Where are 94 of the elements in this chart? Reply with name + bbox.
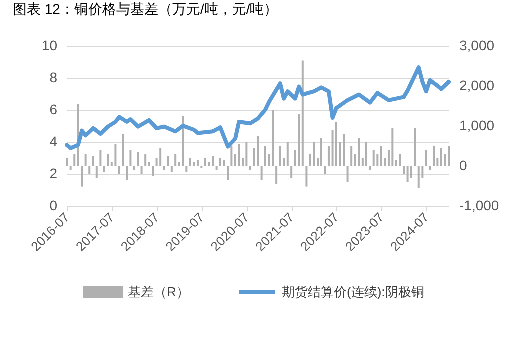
bar <box>84 154 87 166</box>
bar <box>306 166 308 187</box>
bar <box>122 134 124 166</box>
bar <box>96 166 98 178</box>
bar <box>160 148 162 166</box>
bar <box>144 154 147 166</box>
bar <box>279 146 282 166</box>
bar <box>272 110 274 166</box>
y2-tick-label: -1,000 <box>460 198 500 214</box>
bar <box>163 166 166 170</box>
y-tick-label: 4 <box>50 134 58 150</box>
bar <box>246 142 248 166</box>
legend-label: 基差（R） <box>128 284 190 300</box>
bar <box>88 166 91 174</box>
y2-tick-label: 3,000 <box>460 38 495 54</box>
y2-tick-label: 2,000 <box>460 78 495 94</box>
bar <box>335 122 338 166</box>
bar <box>365 142 368 166</box>
bar <box>118 166 121 174</box>
bar <box>320 138 322 166</box>
bar <box>402 166 405 174</box>
bar <box>126 166 128 180</box>
bar <box>399 154 402 166</box>
bar <box>186 166 188 172</box>
bar <box>250 166 252 170</box>
bar <box>372 150 375 166</box>
bar <box>343 134 346 166</box>
bar <box>130 150 132 166</box>
bar <box>264 146 266 166</box>
bar <box>350 146 353 166</box>
bar <box>414 128 416 166</box>
y-tick-label: 8 <box>50 70 58 86</box>
bar <box>406 166 409 182</box>
bar <box>418 166 420 188</box>
bar <box>358 138 360 166</box>
bar <box>137 152 140 166</box>
bar <box>204 158 206 166</box>
bar <box>92 156 94 166</box>
y2-tick-label: 0 <box>460 158 468 174</box>
bar <box>276 166 278 184</box>
bar <box>257 136 259 166</box>
bar <box>238 144 240 166</box>
y-tick-label: 6 <box>50 102 58 118</box>
bar <box>170 166 173 172</box>
bar <box>182 116 184 166</box>
bar <box>324 166 326 174</box>
bar <box>107 154 110 166</box>
bar <box>193 162 196 166</box>
bar <box>298 114 300 166</box>
bar <box>230 146 233 166</box>
bar <box>189 158 192 166</box>
bar <box>134 166 136 170</box>
chart-title: 图表 12：铜价格与基差（万元/吨，元/吨） <box>13 1 278 17</box>
bar <box>114 144 117 166</box>
bar <box>174 154 177 166</box>
y-tick-label: 10 <box>42 38 58 54</box>
legend-label: 期货结算价(连续):阴极铜 <box>282 284 424 300</box>
y-tick-label: 2 <box>50 166 58 182</box>
bar <box>167 156 170 166</box>
bar <box>216 166 218 170</box>
bar <box>74 154 76 166</box>
bar <box>219 158 222 166</box>
bar <box>152 166 154 176</box>
bar <box>81 166 84 187</box>
bar <box>380 146 382 166</box>
bar <box>196 160 199 166</box>
bar <box>212 156 214 166</box>
bar <box>392 128 394 166</box>
bar <box>302 60 304 166</box>
bar <box>425 150 428 166</box>
bar <box>432 146 435 166</box>
line-series <box>65 66 451 150</box>
bar <box>369 166 372 170</box>
bar <box>103 166 106 172</box>
bar <box>100 150 102 166</box>
bar <box>70 166 72 170</box>
bar <box>223 160 226 166</box>
bar <box>429 166 432 170</box>
bar <box>448 146 450 166</box>
bar <box>140 166 143 174</box>
bar <box>66 158 68 166</box>
bar <box>376 154 379 166</box>
bar <box>148 162 150 166</box>
bar <box>440 148 442 166</box>
y2-tick-label: 1,000 <box>460 118 495 134</box>
bar <box>346 166 349 182</box>
bar <box>410 166 412 178</box>
bar <box>290 166 293 178</box>
bar <box>286 142 289 166</box>
y-tick-label: 0 <box>50 198 58 214</box>
bar <box>227 166 230 180</box>
bar <box>260 166 263 180</box>
bar <box>313 142 316 166</box>
bar <box>328 146 330 166</box>
